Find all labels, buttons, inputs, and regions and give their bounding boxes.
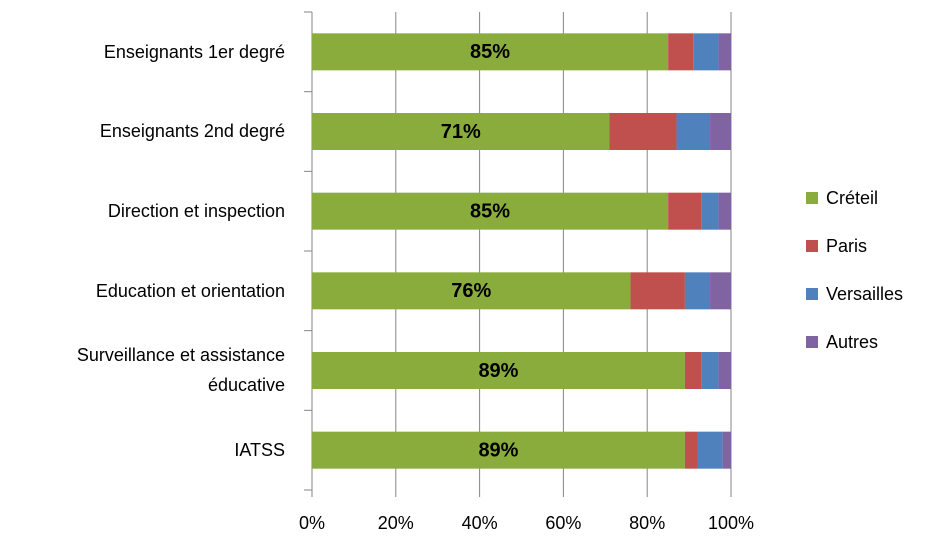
legend-label: Créteil: [826, 188, 878, 208]
bar-segment: [718, 192, 731, 230]
bar-segment: [609, 113, 677, 150]
bar-segment: [722, 431, 731, 469]
data-label: 85%: [470, 41, 510, 63]
category-label-box: IATSS: [234, 440, 285, 461]
bar-segment: [693, 33, 719, 71]
legend-swatch: [806, 288, 818, 300]
data-label: 89%: [478, 360, 518, 382]
legend-label: Autres: [826, 332, 878, 352]
category-label-box: Surveillance et assistance éducative: [76, 345, 285, 396]
data-label: 71%: [441, 121, 481, 143]
x-tick-label: 80%: [629, 513, 665, 533]
bar-segment: [718, 352, 731, 389]
y-tick-label: Enseignants 2nd degré: [99, 121, 285, 142]
y-tick-label: Education et orientation: [95, 280, 285, 301]
data-label: 85%: [470, 200, 510, 222]
category-label-box: Enseignants 1er degré: [103, 41, 285, 62]
bar-segment: [684, 352, 702, 389]
bar-segment: [630, 272, 685, 310]
category-label-box: Direction et inspection: [107, 201, 285, 222]
legend-swatch: [806, 192, 818, 204]
bar-segment: [701, 192, 719, 230]
bar-segment: [312, 192, 669, 230]
x-tick-label: 100%: [708, 513, 754, 533]
bar-segment: [718, 33, 731, 71]
legend-swatch: [806, 240, 818, 252]
bar-segment: [710, 272, 731, 310]
bar-segment: [697, 431, 723, 469]
bar-segment: [710, 113, 731, 150]
bar-segment: [701, 352, 719, 389]
x-tick-label: 20%: [378, 513, 414, 533]
category-label-box: Education et orientation: [95, 280, 285, 301]
category-label-box: Enseignants 2nd degré: [99, 121, 285, 142]
y-tick-label: Surveillance et assistance éducative: [76, 345, 285, 396]
bar-segment: [668, 33, 694, 71]
x-tick-label: 60%: [545, 513, 581, 533]
bar-segment: [312, 272, 631, 310]
bar-segment: [312, 113, 610, 150]
bar-segment: [312, 33, 669, 71]
bar-segment: [684, 431, 698, 469]
data-label: 76%: [451, 280, 491, 302]
legend-label: Versailles: [826, 284, 903, 304]
y-tick-label: Direction et inspection: [107, 201, 285, 222]
x-tick-label: 40%: [462, 513, 498, 533]
bar-segment: [684, 272, 711, 310]
y-tick-label: Enseignants 1er degré: [103, 41, 285, 62]
x-tick-label: 0%: [299, 513, 325, 533]
bar-segment: [668, 192, 702, 230]
legend-label: Paris: [826, 236, 867, 256]
bar-segment: [676, 113, 711, 150]
bar-segment: [312, 352, 685, 389]
bar-segment: [312, 431, 685, 469]
data-label: 89%: [478, 439, 518, 461]
legend-swatch: [806, 336, 818, 348]
y-tick-label: IATSS: [234, 440, 285, 461]
